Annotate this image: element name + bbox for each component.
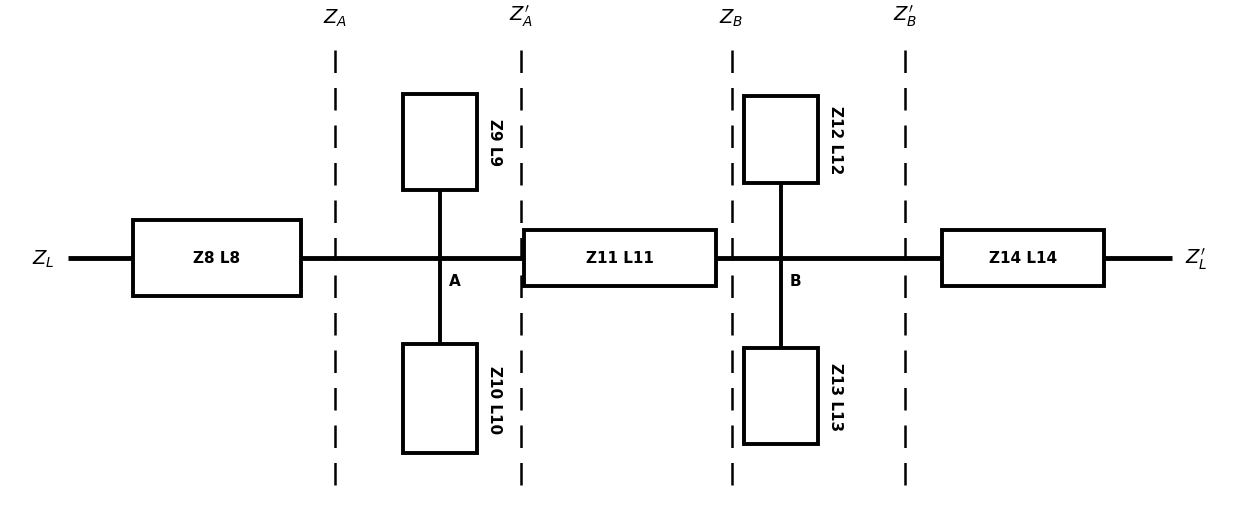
Bar <box>744 97 818 183</box>
Text: Z8 L8: Z8 L8 <box>193 251 241 266</box>
Text: Z13 L13: Z13 L13 <box>828 363 843 430</box>
Text: A: A <box>449 273 460 288</box>
Bar <box>523 230 717 287</box>
Text: Z9 L9: Z9 L9 <box>487 119 502 166</box>
Text: $Z_L$: $Z_L$ <box>32 248 55 269</box>
Text: $Z_{B}$: $Z_{B}$ <box>719 8 744 29</box>
Text: $Z_{A}$: $Z_{A}$ <box>322 8 347 29</box>
Text: $Z_L'$: $Z_L'$ <box>1185 246 1208 271</box>
Bar <box>403 94 477 190</box>
Bar <box>133 220 300 296</box>
Text: Z12 L12: Z12 L12 <box>828 106 843 174</box>
Text: Z10 L10: Z10 L10 <box>487 365 502 433</box>
Bar <box>403 345 477 453</box>
Text: $Z_{B}'$: $Z_{B}'$ <box>893 4 918 29</box>
Bar <box>942 230 1104 287</box>
Text: Z11 L11: Z11 L11 <box>587 251 653 266</box>
Text: $Z_{A}'$: $Z_{A}'$ <box>508 4 533 29</box>
Text: Z14 L14: Z14 L14 <box>990 251 1056 266</box>
Bar <box>744 348 818 444</box>
Text: B: B <box>790 273 801 288</box>
